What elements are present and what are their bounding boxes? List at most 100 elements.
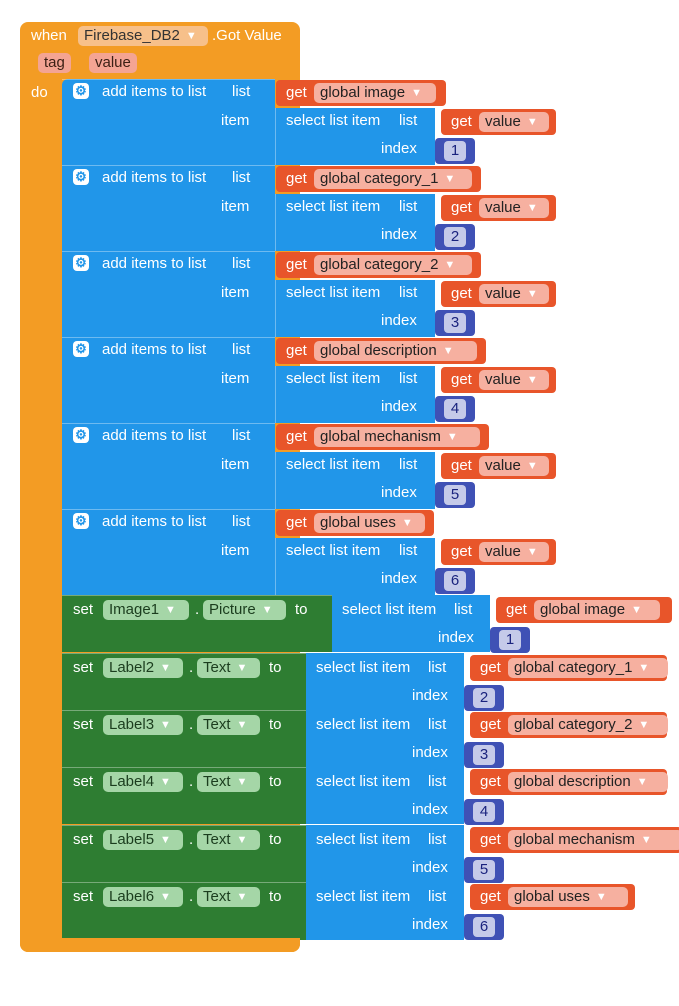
get-list-variable-block[interactable]: get global category_2 ▼ bbox=[276, 252, 481, 278]
gear-icon[interactable]: ⚙ bbox=[73, 169, 89, 185]
number-block[interactable]: 1 bbox=[490, 627, 530, 653]
property-dropdown[interactable]: Text ▼ bbox=[197, 658, 260, 678]
variable-dropdown[interactable]: global description ▼ bbox=[508, 772, 668, 792]
variable-dropdown[interactable]: global description ▼ bbox=[314, 341, 477, 361]
variable-dropdown[interactable]: value ▼ bbox=[479, 542, 549, 562]
param-tag[interactable]: tag bbox=[38, 53, 71, 73]
add-items-to-list-block[interactable] bbox=[62, 251, 275, 337]
get-list-variable-block[interactable]: get global description ▼ bbox=[276, 338, 486, 364]
component-dropdown[interactable]: Label4 ▼ bbox=[103, 772, 183, 792]
setter-block[interactable] bbox=[62, 825, 306, 882]
gear-icon[interactable]: ⚙ bbox=[73, 255, 89, 271]
number-block[interactable]: 3 bbox=[464, 742, 504, 768]
select-list-item-block[interactable] bbox=[332, 595, 490, 652]
select-list-item-block[interactable] bbox=[275, 538, 435, 595]
add-items-to-list-block[interactable] bbox=[62, 165, 275, 251]
variable-dropdown[interactable]: global image ▼ bbox=[314, 83, 436, 103]
add-items-to-list-block[interactable] bbox=[62, 337, 275, 423]
property-dropdown[interactable]: Text ▼ bbox=[197, 772, 260, 792]
variable-dropdown[interactable]: value ▼ bbox=[479, 112, 549, 132]
select-list-item-block[interactable] bbox=[275, 366, 435, 423]
variable-dropdown[interactable]: value ▼ bbox=[479, 284, 549, 304]
variable-dropdown[interactable]: value ▼ bbox=[479, 370, 549, 390]
select-list-item-block[interactable] bbox=[306, 825, 464, 882]
variable-dropdown[interactable]: value ▼ bbox=[479, 456, 549, 476]
get-value-block[interactable]: get value ▼ bbox=[441, 367, 556, 393]
component-dropdown[interactable]: Label3 ▼ bbox=[103, 715, 183, 735]
select-list-item-block[interactable] bbox=[306, 882, 464, 940]
property-dropdown[interactable]: Picture ▼ bbox=[203, 600, 286, 620]
select-list-item-block[interactable] bbox=[306, 767, 464, 824]
number-block[interactable]: 6 bbox=[464, 914, 504, 940]
get-list-variable-block[interactable]: get global mechanism ▼ bbox=[470, 827, 679, 853]
component-dropdown[interactable]: Label6 ▼ bbox=[103, 887, 183, 907]
get-list-variable-block[interactable]: get global image ▼ bbox=[276, 80, 446, 106]
get-list-variable-block[interactable]: get global category_1 ▼ bbox=[470, 655, 668, 681]
get-list-variable-block[interactable]: get global uses ▼ bbox=[276, 510, 434, 536]
component-dropdown[interactable]: Image1 ▼ bbox=[103, 600, 189, 620]
variable-dropdown[interactable]: global category_2 ▼ bbox=[314, 255, 472, 275]
number-block[interactable]: 4 bbox=[464, 799, 504, 825]
gear-icon[interactable]: ⚙ bbox=[73, 83, 89, 99]
select-list-item-label: select list item bbox=[286, 542, 381, 559]
component-dropdown[interactable]: Label2 ▼ bbox=[103, 658, 183, 678]
select-list-item-label: select list item bbox=[286, 456, 381, 473]
number-block[interactable]: 2 bbox=[435, 224, 475, 250]
get-list-variable-block[interactable]: get global category_2 ▼ bbox=[470, 712, 668, 738]
setter-block[interactable] bbox=[62, 710, 306, 767]
triangle-down-icon: ▼ bbox=[526, 288, 538, 300]
get-list-variable-block[interactable]: get global description ▼ bbox=[470, 769, 668, 795]
triangle-down-icon: ▼ bbox=[526, 202, 538, 214]
number-block[interactable]: 3 bbox=[435, 310, 475, 336]
get-value-block[interactable]: get value ▼ bbox=[441, 539, 556, 565]
number-block[interactable]: 2 bbox=[464, 685, 504, 711]
get-value-block[interactable]: get value ▼ bbox=[441, 195, 556, 221]
select-list-item-block[interactable] bbox=[275, 108, 435, 165]
variable-dropdown[interactable]: global category_1 ▼ bbox=[508, 658, 668, 678]
variable-dropdown[interactable]: global image ▼ bbox=[534, 600, 660, 620]
number-value: 3 bbox=[473, 745, 495, 765]
property-dropdown[interactable]: Text ▼ bbox=[197, 887, 260, 907]
number-block[interactable]: 1 bbox=[435, 138, 475, 164]
number-block[interactable]: 5 bbox=[435, 482, 475, 508]
get-label: get bbox=[480, 888, 501, 905]
gear-icon[interactable]: ⚙ bbox=[73, 513, 89, 529]
variable-dropdown[interactable]: global uses ▼ bbox=[508, 887, 628, 907]
component-dropdown[interactable]: Label5 ▼ bbox=[103, 830, 183, 850]
setter-block[interactable] bbox=[62, 767, 306, 824]
get-value-block[interactable]: get value ▼ bbox=[441, 109, 556, 135]
setter-block[interactable] bbox=[62, 653, 306, 710]
get-list-variable-block[interactable]: get global image ▼ bbox=[496, 597, 672, 623]
variable-dropdown[interactable]: value ▼ bbox=[479, 198, 549, 218]
get-list-variable-block[interactable]: get global uses ▼ bbox=[470, 884, 635, 910]
add-items-to-list-block[interactable] bbox=[62, 423, 275, 509]
get-list-variable-block[interactable]: get global mechanism ▼ bbox=[276, 424, 489, 450]
property-dropdown[interactable]: Text ▼ bbox=[197, 715, 260, 735]
property-dropdown[interactable]: Text ▼ bbox=[197, 830, 260, 850]
variable-dropdown[interactable]: global category_1 ▼ bbox=[314, 169, 472, 189]
select-list-item-block[interactable] bbox=[306, 653, 464, 710]
number-block[interactable]: 5 bbox=[464, 857, 504, 883]
add-items-to-list-block[interactable] bbox=[62, 509, 275, 595]
gear-icon[interactable]: ⚙ bbox=[73, 427, 89, 443]
variable-dropdown[interactable]: global category_2 ▼ bbox=[508, 715, 668, 735]
select-list-item-block[interactable] bbox=[275, 194, 435, 251]
variable-dropdown[interactable]: global mechanism ▼ bbox=[508, 830, 679, 850]
select-list-item-block[interactable] bbox=[306, 710, 464, 767]
get-list-variable-block[interactable]: get global category_1 ▼ bbox=[276, 166, 481, 192]
component-dropdown[interactable]: Firebase_DB2 ▼ bbox=[78, 26, 208, 46]
variable-dropdown[interactable]: global mechanism ▼ bbox=[314, 427, 480, 447]
select-list-item-block[interactable] bbox=[275, 280, 435, 337]
get-value-block[interactable]: get value ▼ bbox=[441, 453, 556, 479]
select-list-item-block[interactable] bbox=[275, 452, 435, 509]
get-value-block[interactable]: get value ▼ bbox=[441, 281, 556, 307]
add-items-to-list-block[interactable] bbox=[62, 79, 275, 165]
number-block[interactable]: 6 bbox=[435, 568, 475, 594]
setter-block[interactable] bbox=[62, 882, 306, 940]
select-list-item-label: select list item bbox=[316, 773, 411, 790]
param-value[interactable]: value bbox=[89, 53, 137, 73]
number-block[interactable]: 4 bbox=[435, 396, 475, 422]
number-value: 5 bbox=[473, 860, 495, 880]
gear-icon[interactable]: ⚙ bbox=[73, 341, 89, 357]
variable-dropdown[interactable]: global uses ▼ bbox=[314, 513, 425, 533]
